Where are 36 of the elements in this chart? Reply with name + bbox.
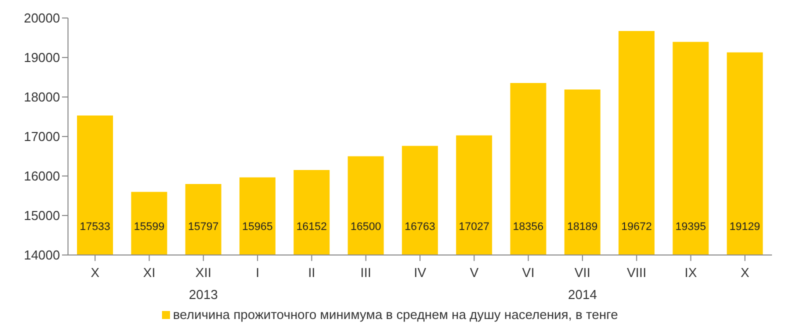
x-tick-label: XI — [143, 265, 156, 280]
x-tick-label: X — [740, 265, 750, 280]
data-label: 17027 — [458, 221, 490, 233]
data-label: 15797 — [188, 221, 219, 233]
x-tick-label: IX — [684, 265, 698, 280]
data-label: 16500 — [350, 221, 382, 233]
x-tick-label: II — [308, 265, 316, 280]
y-tick-label: 15000 — [24, 208, 60, 224]
data-label: 16763 — [404, 221, 436, 233]
data-label: 17533 — [80, 221, 110, 233]
legend-label: величина прожиточного минимума в среднем на душу населения, в тенге — [172, 307, 618, 322]
text: 2014 — [568, 287, 597, 302]
x-tick-label: V — [470, 265, 479, 280]
data-label: 19129 — [730, 221, 760, 233]
data-label: 18189 — [567, 221, 598, 233]
y-tick-label: 19000 — [24, 50, 60, 66]
y-tick-label: 16000 — [24, 168, 60, 184]
data-label: 18356 — [512, 221, 544, 233]
x-tick-label: VII — [574, 265, 590, 280]
x-tick-label: VI — [522, 265, 534, 280]
data-label: 15965 — [242, 221, 273, 233]
data-label: 16152 — [296, 221, 327, 233]
data-label: 19395 — [675, 221, 706, 233]
x-tick-label: III — [360, 265, 372, 280]
y-tick-label: 17000 — [24, 129, 60, 144]
x-tick-label: X — [90, 265, 100, 280]
x-tick-label: VIII — [626, 265, 646, 280]
y-tick-label: 20000 — [24, 10, 60, 26]
x-tick-label: IV — [414, 265, 426, 280]
x-tick-label: XII — [195, 265, 212, 280]
y-tick-label: 14000 — [24, 248, 60, 263]
data-label: 19672 — [621, 221, 652, 233]
text: 2013 — [188, 287, 218, 302]
y-tick-label: 18000 — [24, 90, 60, 105]
x-tick-label: I — [256, 265, 260, 280]
data-label: 15599 — [134, 221, 164, 233]
